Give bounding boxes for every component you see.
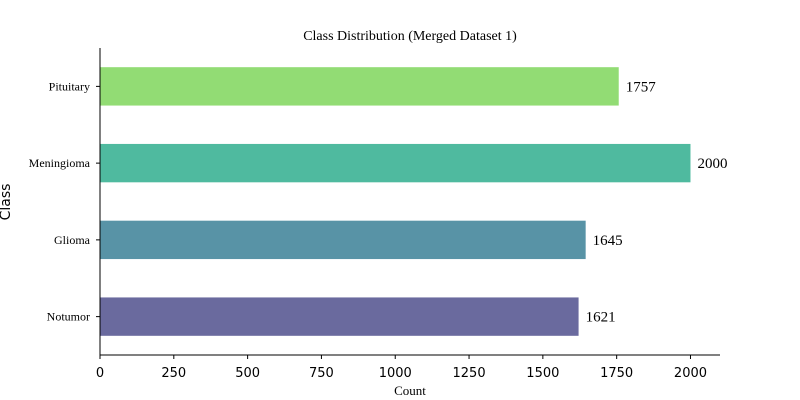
x-axis: 0 250 500 750 1000 1250 1500 1750 2000: [96, 354, 720, 381]
x-tick-label-0: 0: [96, 366, 104, 381]
y-tick-label-meningioma: Meningioma: [29, 156, 91, 170]
bar-meningioma: [100, 143, 691, 183]
y-tick-label-glioma: Glioma: [54, 233, 91, 247]
data-label-glioma: 1645: [593, 233, 623, 249]
bar-notumor: [100, 297, 579, 336]
x-tick-label-2000: 2000: [674, 366, 707, 381]
x-axis-label: Count: [394, 383, 426, 398]
data-labels-layer: 1621 1645 2000 1757: [586, 79, 728, 325]
bar-glioma: [100, 220, 586, 260]
chart-title: Class Distribution (Merged Dataset 1): [303, 29, 517, 44]
y-tick-label-notumor: Notumor: [47, 310, 90, 324]
x-tick-label-750: 750: [309, 366, 334, 381]
bar-pituitary: [100, 67, 619, 106]
bars-layer: [100, 67, 691, 336]
data-label-pituitary: 1757: [626, 79, 657, 95]
data-label-meningioma: 2000: [697, 156, 727, 172]
y-axis: Notumor Glioma Meningioma Pituitary: [29, 48, 101, 355]
y-tick-label-pituitary: Pituitary: [49, 79, 90, 93]
x-tick-label-1500: 1500: [526, 366, 559, 381]
x-tick-label-1250: 1250: [453, 366, 486, 381]
data-label-notumor: 1621: [586, 310, 616, 326]
x-tick-label-250: 250: [161, 366, 186, 381]
x-tick-label-1750: 1750: [600, 366, 633, 381]
y-axis-label: Class: [0, 184, 14, 221]
x-tick-label-500: 500: [235, 366, 260, 381]
x-tick-label-1000: 1000: [379, 366, 412, 381]
